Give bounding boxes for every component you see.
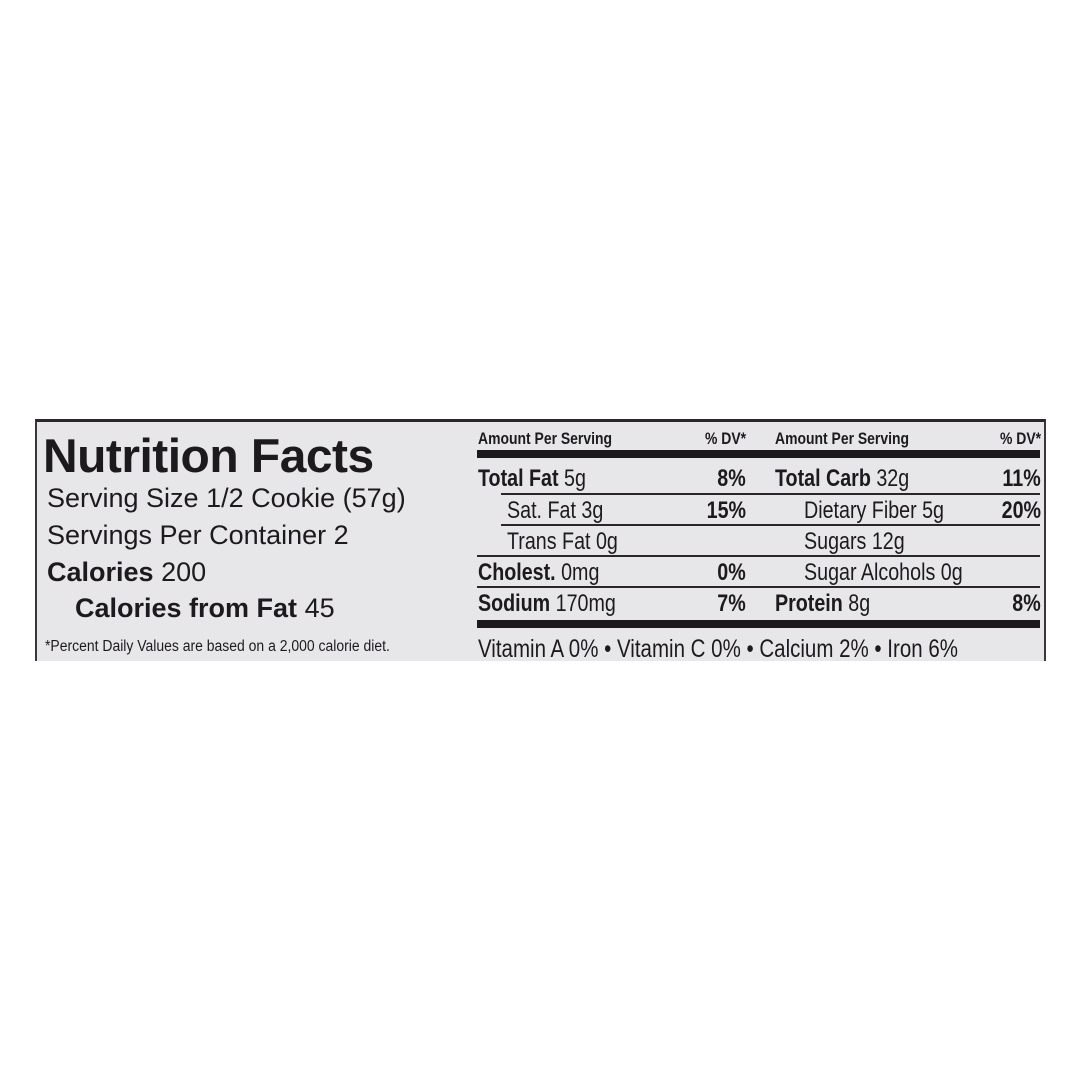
row-divider [477,555,1040,557]
row-sugars: Sugars 12g [804,528,905,555]
serving-size: Serving Size 1/2 Cookie (57g) [47,483,406,513]
header-amount-right: Amount Per Serving [775,429,910,448]
nutrient-amount: 170mg [555,590,616,617]
calories-fat-label: Calories from Fat [75,593,298,623]
row-divider [501,493,1040,495]
dv-protein: 8% [1012,590,1041,617]
row-protein: Protein 8g [775,590,870,618]
thick-divider-top [477,450,1040,458]
row-dietary-fiber: Dietary Fiber 5g [804,497,945,524]
header-dv-left: % DV* [704,429,746,448]
calories-value: 200 [161,557,207,587]
nutrient-amount: 5g [564,465,586,492]
header-amount-left: Amount Per Serving [478,429,613,448]
header-dv-right: % DV* [999,429,1041,448]
calories-label: Calories [47,557,154,587]
row-sugar-alcohols: Sugar Alcohols 0g [804,559,963,586]
row-divider [477,586,1040,588]
nutrient-amount: 0mg [561,559,600,586]
row-cholesterol: Cholest. 0mg [478,559,599,587]
nutrient-name: Protein [775,590,843,617]
calories: Calories 200 [47,557,206,588]
nutrient-name: Cholest. [478,559,556,586]
calories-from-fat: Calories from Fat 45 [75,593,335,624]
nutrient-name: Sodium [478,590,551,617]
footnote: *Percent Daily Values are based on a 2,0… [45,638,390,655]
nutrient-amount: 32g [876,465,910,492]
thick-divider-bottom [477,620,1040,628]
row-total-carb: Total Carb 32g [775,465,909,493]
label-title: Nutrition Facts [43,429,374,482]
row-sodium: Sodium 170mg [478,590,616,618]
dv-dietary-fiber: 20% [1001,497,1041,524]
servings-per-container: Servings Per Container 2 [47,520,349,550]
vitamins-minerals: Vitamin A 0% • Vitamin C 0% • Calcium 2%… [478,635,958,663]
dv-total-carb: 11% [1002,465,1041,492]
row-divider [501,524,1040,526]
dv-total-fat: 8% [717,465,746,492]
nutrient-name: Total Carb [775,465,871,492]
nutrition-facts-panel: Nutrition Facts Serving Size 1/2 Cookie … [35,419,1046,663]
row-sat-fat: Sat. Fat 3g [507,497,604,524]
nutrient-name: Total Fat [478,465,559,492]
row-total-fat: Total Fat 5g [478,465,586,493]
dv-sodium: 7% [717,590,746,617]
nutrient-amount: 8g [848,590,871,617]
row-trans-fat: Trans Fat 0g [507,528,618,555]
dv-cholesterol: 0% [717,559,746,586]
calories-fat-value: 45 [304,593,335,623]
dv-sat-fat: 15% [706,497,746,524]
